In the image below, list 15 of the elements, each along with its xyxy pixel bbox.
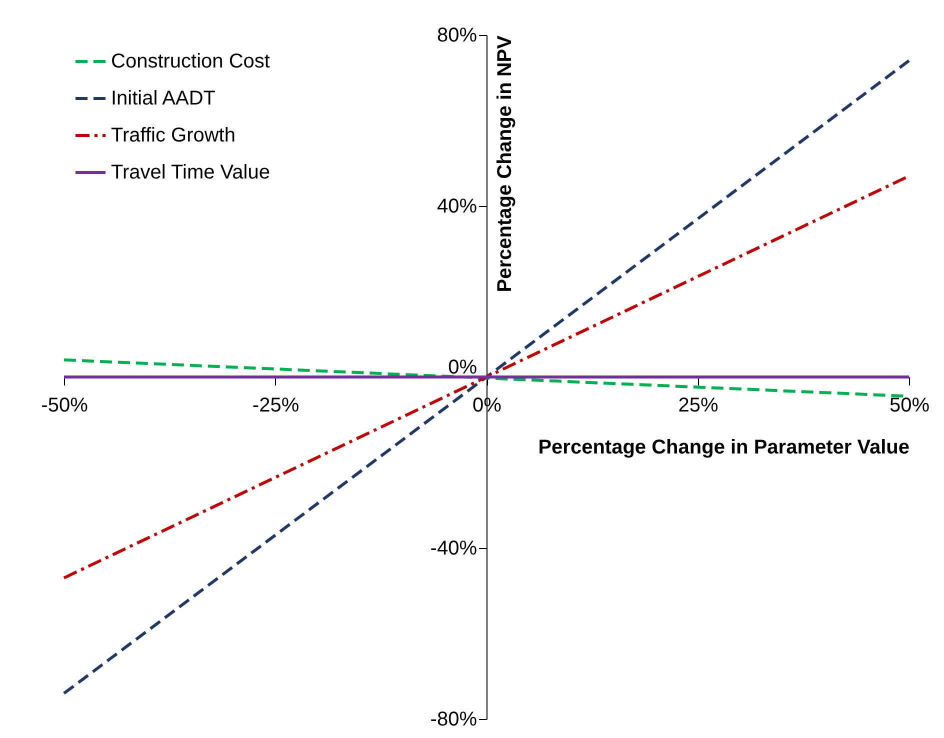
legend-label: Construction Cost [111,50,270,72]
x-tick-label: 25% [678,394,718,416]
x-tick-label: -25% [252,394,300,416]
legend-label: Traffic Growth [111,124,236,146]
y-tick-label: 40% [436,196,478,218]
y-axis-title: Percentage Change in NPV [494,34,516,292]
x-axis-title: Percentage Change in Parameter Value [538,436,910,458]
x-tick-label: -50% [41,394,88,416]
y-tick-label: 80% [436,24,478,46]
y-tick-label: -80% [430,708,478,730]
y-tick-label: -40% [430,538,478,560]
legend-label: Travel Time Value [111,162,270,184]
x-tick-label: 50% [889,394,930,416]
y-tick-label: 0% [448,356,478,378]
legend-label: Initial AADT [111,88,216,110]
